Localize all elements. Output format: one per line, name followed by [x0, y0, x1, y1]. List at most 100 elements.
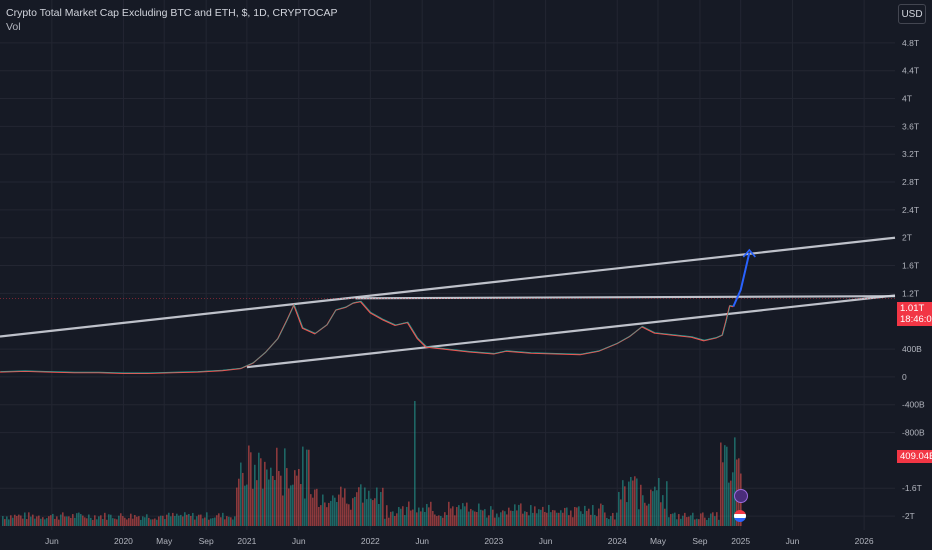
volume-bar: [602, 505, 604, 526]
volume-bar: [138, 516, 140, 526]
currency-button[interactable]: USD: [898, 4, 926, 24]
x-tick-label: Jun: [45, 536, 59, 546]
volume-bar: [272, 475, 274, 526]
volume-bar: [704, 517, 706, 526]
x-tick-label: 2026: [855, 536, 874, 546]
volume-bar: [168, 512, 170, 526]
trendlines[interactable]: [0, 236, 896, 369]
volume-bar: [562, 512, 564, 526]
volume-bar: [424, 511, 426, 526]
volume-bar: [216, 515, 218, 526]
volume-bar: [590, 514, 592, 526]
volume-bar: [260, 458, 262, 526]
volume-bar: [646, 505, 648, 526]
projection-arrow[interactable]: [732, 248, 756, 308]
volume-bar: [428, 507, 430, 526]
volume-bar: [460, 509, 462, 526]
volume-bar: [266, 469, 268, 526]
volume-bar: [600, 503, 602, 526]
volume-bar: [550, 512, 552, 526]
volume-bar: [102, 518, 104, 526]
volume-bar: [616, 512, 618, 526]
volume-bar: [6, 516, 8, 526]
projection-arrowhead: [742, 248, 756, 258]
volume-bar: [452, 506, 454, 526]
volume-bar: [240, 462, 242, 526]
volume-bar: [52, 513, 54, 526]
volume-bar: [632, 480, 634, 526]
volume-bar: [510, 510, 512, 526]
grid-lines: [0, 0, 895, 530]
projection-path: [732, 252, 751, 308]
volume-bar: [114, 518, 116, 526]
volume-bar: [662, 495, 664, 526]
volume-bar: [718, 519, 720, 526]
y-tick-label: 2.4T: [902, 205, 919, 215]
y-tick-label: -1.6T: [902, 483, 922, 493]
volume-bar: [66, 516, 68, 526]
volume-bar: [622, 480, 624, 526]
last-price-value: 1.01T: [900, 303, 925, 314]
volume-bar: [132, 518, 134, 526]
us-flag-event-icon[interactable]: [734, 510, 746, 522]
volume-bar: [404, 515, 406, 526]
volume-bar: [28, 512, 30, 526]
volume-bar: [60, 514, 62, 526]
x-tick-label: May: [156, 536, 173, 546]
volume-bar: [680, 518, 682, 526]
volume-bar: [458, 505, 460, 526]
volume-bar: [50, 515, 52, 526]
volume-bar: [398, 507, 400, 526]
x-tick-label: Jun: [415, 536, 429, 546]
volume-indicator-label[interactable]: Vol: [6, 21, 21, 33]
volume-bar: [108, 514, 110, 526]
volume-bar: [530, 505, 532, 526]
volume-bar: [462, 503, 464, 526]
volume-bar: [232, 519, 234, 526]
volume-bar: [698, 519, 700, 526]
volume-bar: [54, 518, 56, 526]
volume-bar: [402, 506, 404, 526]
volume-bar: [476, 511, 478, 526]
volume-bar: [732, 472, 734, 526]
x-axis[interactable]: Jun 2020 May Sep 2021 Jun 2022 Jun 2023 Jun 2024 Ma…: [45, 536, 874, 546]
volume-bar: [84, 517, 86, 526]
lightning-event-icon[interactable]: [734, 489, 748, 503]
volume-bar: [2, 516, 4, 526]
volume-bar: [350, 509, 352, 526]
volume-bar: [454, 515, 456, 526]
volume-bar: [614, 519, 616, 526]
volume-bar: [396, 513, 398, 526]
volume-bar: [456, 507, 458, 526]
volume-bar: [640, 484, 642, 526]
volume-bar: [330, 500, 332, 526]
volume-bar: [666, 481, 668, 526]
volume-bar: [208, 519, 210, 526]
symbol-title[interactable]: Crypto Total Market Cap Excluding BTC an…: [6, 7, 338, 19]
volume-bar: [16, 516, 18, 526]
y-tick-label: 2.8T: [902, 177, 919, 187]
volume-bar: [526, 511, 528, 526]
y-axis[interactable]: 4.8T 4.4T 4T 3.6T 3.2T 2.8T 2.4T 2T 1.6T 1.2T 400B…: [902, 38, 925, 521]
volume-bar: [560, 510, 562, 526]
volume-bar: [314, 489, 316, 526]
volume-bar: [356, 492, 358, 526]
volume-bar: [12, 517, 14, 526]
volume-bar: [20, 515, 22, 526]
volume-bar: [522, 513, 524, 526]
volume-bar: [116, 519, 118, 526]
volume-bar: [484, 509, 486, 526]
volume-bar: [342, 497, 344, 526]
volume-bar: [596, 516, 598, 526]
volume-bar: [368, 490, 370, 526]
volume-bar: [572, 517, 574, 526]
volume-bar: [500, 512, 502, 526]
volume-bar: [618, 491, 620, 526]
volume-bar: [280, 475, 282, 526]
volume-bar: [190, 515, 192, 526]
volume-bar: [682, 515, 684, 526]
volume-bar: [56, 516, 58, 526]
volume-bar: [196, 516, 198, 526]
volume-bar: [708, 517, 710, 526]
